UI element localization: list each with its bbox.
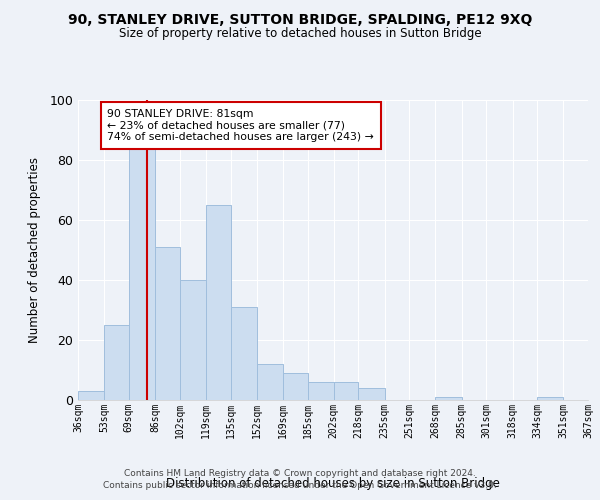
Bar <box>179 280 206 400</box>
Y-axis label: Number of detached properties: Number of detached properties <box>28 157 41 343</box>
Text: 90 STANLEY DRIVE: 81sqm
← 23% of detached houses are smaller (77)
74% of semi-de: 90 STANLEY DRIVE: 81sqm ← 23% of detache… <box>107 109 374 142</box>
Bar <box>308 382 334 400</box>
Bar <box>129 148 155 400</box>
Bar <box>436 397 461 400</box>
Bar <box>104 325 129 400</box>
Text: Size of property relative to detached houses in Sutton Bridge: Size of property relative to detached ho… <box>119 28 481 40</box>
Text: 90, STANLEY DRIVE, SUTTON BRIDGE, SPALDING, PE12 9XQ: 90, STANLEY DRIVE, SUTTON BRIDGE, SPALDI… <box>68 12 532 26</box>
Bar <box>334 382 358 400</box>
Bar <box>230 307 257 400</box>
Bar <box>257 364 283 400</box>
Bar <box>537 397 563 400</box>
Bar <box>358 388 385 400</box>
Bar <box>78 391 104 400</box>
Bar <box>206 205 230 400</box>
Text: Contains HM Land Registry data © Crown copyright and database right 2024.: Contains HM Land Registry data © Crown c… <box>124 468 476 477</box>
Bar <box>155 247 179 400</box>
Text: Contains public sector information licensed under the Open Government Licence v3: Contains public sector information licen… <box>103 481 497 490</box>
X-axis label: Distribution of detached houses by size in Sutton Bridge: Distribution of detached houses by size … <box>166 477 500 490</box>
Bar <box>283 373 308 400</box>
